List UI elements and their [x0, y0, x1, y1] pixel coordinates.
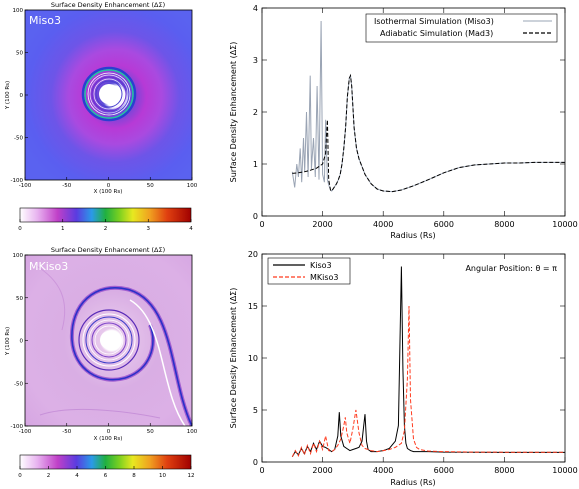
map-top-axes: -100 -50 0 50 100 -100 -50 0 50 100	[11, 8, 198, 189]
colorbar-bottom-ticks: 0 2 4 6 8 10 12	[18, 466, 195, 479]
map-top-ylabel: Y (100 Rs)	[5, 81, 11, 110]
map-top-xtick-label: 100	[187, 183, 198, 189]
line-top-legend-box	[365, 13, 558, 43]
line-top-ytick-label: 4	[253, 4, 258, 13]
colorbar-bottom-tick-label: 8	[132, 473, 136, 479]
map-bottom-spiral	[34, 264, 192, 426]
colorbar-bottom-tick-label: 0	[18, 473, 22, 479]
map-top-ytick-label: -100	[11, 178, 24, 184]
colorbar-bottom-tick-label: 4	[75, 473, 79, 479]
line-bottom-series-2	[291, 305, 565, 458]
line-bottom-xtick-label: 2000	[312, 466, 332, 475]
map-top-inset-label: Miso3	[29, 14, 61, 27]
line-top-series	[291, 20, 565, 193]
line-top-axes: 0 2000 4000 6000 8000 10000 0 1 2 3 4	[253, 4, 578, 229]
line-top-xtick-label: 6000	[434, 220, 454, 229]
line-bottom-xtick-label: 6000	[434, 466, 454, 475]
line-bottom-legend-label-2: MKiso3	[310, 273, 339, 282]
map-bottom-title: Surface Density Enhancement (ΔΣ)	[51, 246, 165, 254]
line-bottom-legend-box	[267, 257, 351, 285]
line-bottom-ylabel: Surface Density Enhancement (ΔΣ)	[229, 288, 238, 429]
line-top-xtick-label: 8000	[494, 220, 514, 229]
line-top-xlabel: Radius (Rs)	[390, 231, 435, 240]
line-top-legend-label-2: Adiabatic Simulation (Mad3)	[380, 29, 493, 38]
line-bottom-legend-label-1: Kiso3	[310, 261, 332, 270]
map-top-xtick-label: -50	[62, 183, 71, 189]
line-bottom-xtick-label: 10000	[552, 466, 577, 475]
colorbar-bottom-tick-label: 2	[47, 473, 51, 479]
line-top-ylabel: Surface Density Enhancement (ΔΣ)	[229, 42, 238, 183]
line-top-ytick-label: 3	[253, 56, 258, 65]
colorbar-top-tick-label: 2	[104, 226, 108, 232]
line-panel-bottom: 0 2000 4000 6000 8000 10000 0 5 10 15 20 Radius (R…	[229, 250, 578, 487]
line-bottom-axes: 0 2000 4000 6000 8000 10000 0 5 10 15 20	[248, 250, 578, 475]
map-bottom-xtick-label: 100	[187, 429, 198, 435]
map-panel-bottom: Surface Density Enhancement (ΔΣ) MKiso3 …	[5, 246, 198, 479]
colorbar-top-ticks: 0 1 2 3 4	[18, 219, 193, 232]
line-bottom-series-1	[291, 266, 565, 458]
line-top-ytick-label: 2	[253, 108, 258, 117]
map-bottom-xlabel: X (100 Rs)	[94, 436, 123, 442]
map-bottom-xtick-label: 50	[147, 429, 154, 435]
line-bottom-ytick-label: 0	[253, 458, 258, 467]
map-bottom-xtick-label: 0	[107, 429, 111, 435]
map-bottom-xtick-label: -50	[62, 429, 71, 435]
colorbar-bottom-tick-label: 6	[104, 473, 108, 479]
line-bottom-xtick-label: 8000	[494, 466, 514, 475]
map-top-xtick-label: -100	[19, 183, 32, 189]
line-top-legend: Isothermal Simulation (Miso3) Adiabatic …	[365, 13, 558, 43]
map-top-title: Surface Density Enhancement (ΔΣ)	[51, 1, 165, 9]
map-top-xtick-label: 50	[147, 183, 154, 189]
line-top-legend-label-1: Isothermal Simulation (Miso3)	[374, 17, 494, 26]
map-bottom-xtick-label: -100	[19, 429, 32, 435]
colorbar-bottom-tick-label: 12	[188, 473, 195, 479]
map-bottom-ytick-label: -50	[14, 381, 23, 387]
line-bottom-xtick-label: 0	[259, 466, 264, 475]
line-top-xtick-label: 10000	[552, 220, 577, 229]
line-bottom-frame	[261, 253, 566, 463]
line-bottom-annotation: Angular Position: θ = π	[465, 264, 557, 273]
map-bottom-ytick-label: 100	[13, 253, 24, 259]
map-top-ytick-label: -50	[14, 136, 23, 142]
line-top-series-2	[292, 73, 565, 193]
map-bottom-axes: -100 -50 0 50 100 -100 -50 0 50 100	[11, 253, 198, 435]
line-bottom-xlabel: Radius (Rs)	[390, 478, 435, 487]
map-panel-top: Surface Density Enhancement (ΔΣ) Miso3 -…	[5, 1, 198, 232]
map-bottom-ytick-label: 50	[16, 296, 23, 302]
map-top-rings	[81, 66, 137, 122]
colorbar-top-tick-label: 1	[61, 226, 65, 232]
colorbar-top-tick-label: 3	[147, 226, 151, 232]
map-bottom-ytick-label: 0	[20, 339, 24, 345]
line-bottom-ytick-label: 20	[248, 250, 258, 259]
line-bottom-ytick-label: 15	[248, 302, 258, 311]
line-bottom-series	[291, 266, 565, 458]
map-top-ytick-label: 0	[20, 93, 24, 99]
map-bottom-ytick-label: -100	[11, 424, 24, 430]
line-bottom-xtick-label: 4000	[373, 466, 393, 475]
line-top-xtick-label: 2000	[312, 220, 332, 229]
map-top-xtick-label: 0	[107, 183, 111, 189]
line-top-xtick-label: 4000	[373, 220, 393, 229]
line-bottom-ytick-label: 5	[253, 406, 258, 415]
map-top-ytick-label: 100	[13, 8, 24, 14]
map-top-xlabel: X (100 Rs)	[94, 189, 123, 195]
map-bottom-inset-label: MKiso3	[29, 260, 68, 273]
line-top-xtick-label: 0	[259, 220, 264, 229]
colorbar-top-tick-label: 0	[18, 226, 22, 232]
line-top-series-1	[291, 20, 565, 193]
map-bottom-ylabel: Y (100 Rs)	[5, 327, 11, 356]
line-bottom-legend: Kiso3 MKiso3	[267, 257, 351, 285]
colorbar-bottom-tick-label: 10	[159, 473, 166, 479]
colorbar-top-tick-label: 4	[189, 226, 193, 232]
line-top-ytick-label: 0	[253, 212, 258, 221]
line-top-ytick-label: 1	[253, 160, 258, 169]
map-top-ytick-label: 50	[16, 51, 23, 57]
line-bottom-ytick-label: 10	[248, 354, 258, 363]
